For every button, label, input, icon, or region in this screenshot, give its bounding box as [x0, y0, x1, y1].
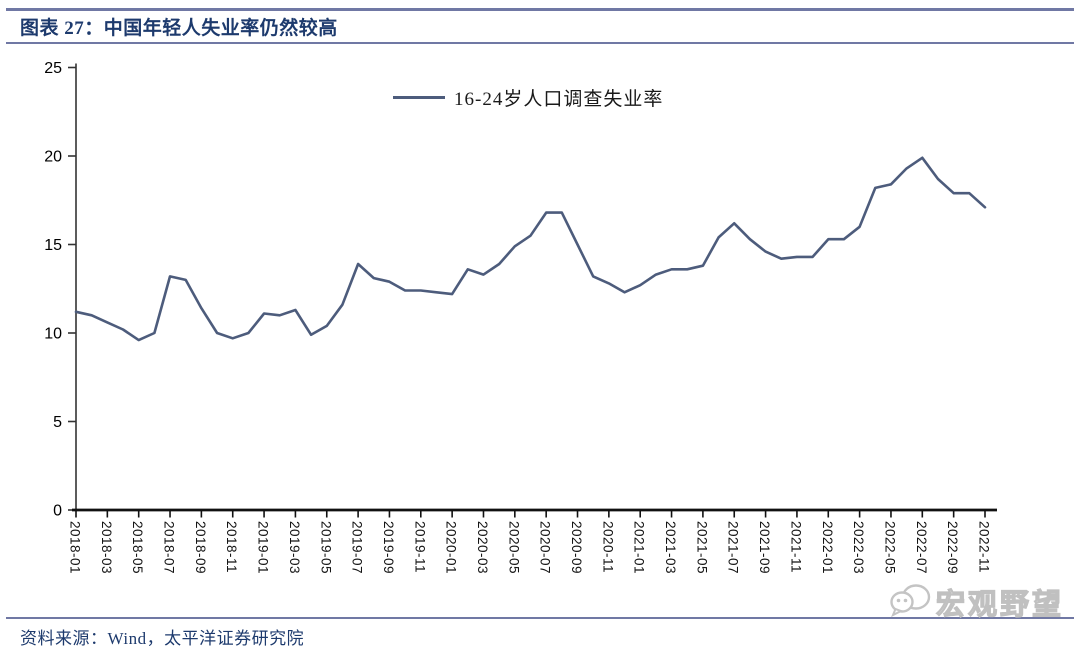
x-axis-tick-label: 2020-01 [444, 521, 459, 574]
x-axis-tick-label: 2022-01 [820, 521, 835, 574]
x-axis-tick-label: 2019-03 [287, 521, 302, 574]
chart-legend: 16-24岁人口调查失业率 [393, 84, 663, 111]
x-axis-tick-label: 2021-09 [757, 521, 772, 574]
top-divider [6, 8, 1074, 11]
x-axis-tick-label: 2018-01 [68, 521, 83, 574]
y-axis-tick-label: 5 [53, 414, 62, 431]
x-axis-tick-label: 2020-07 [538, 521, 553, 574]
chart-title: 图表 27：中国年轻人失业率仍然较高 [20, 18, 338, 39]
x-axis-tick-label: 2021-03 [663, 521, 678, 574]
x-axis-tick-label: 2019-11 [412, 521, 427, 573]
x-axis-tick-label: 2020-05 [506, 521, 521, 574]
watermark-text: 宏观野望 [935, 588, 1064, 621]
x-axis-tick-label: 2022-09 [945, 521, 960, 574]
y-axis-tick-label: 10 [44, 326, 62, 343]
x-axis-tick-label: 2018-09 [193, 521, 208, 574]
x-axis-tick-label: 2019-05 [318, 521, 333, 574]
y-axis-tick-label: 15 [44, 237, 62, 254]
x-axis-tick-label: 2018-05 [130, 521, 145, 574]
x-axis-tick-label: 2021-05 [694, 521, 709, 574]
x-axis-tick-label: 2018-03 [99, 521, 114, 574]
x-axis-tick-label: 2019-07 [350, 521, 365, 574]
watermark: 宏观野望 [889, 581, 1064, 623]
x-axis-tick-label: 2020-03 [475, 521, 490, 574]
legend-series-label: 16-24岁人口调查失业率 [454, 89, 664, 110]
x-axis-tick-label: 2022-03 [851, 521, 866, 574]
x-axis-tick-label: 2020-09 [569, 521, 584, 574]
legend-line-swatch [393, 96, 445, 99]
x-axis-tick-label: 2022-05 [882, 521, 897, 574]
x-axis-tick-label: 2021-07 [726, 521, 741, 574]
x-axis-tick-label: 2020-11 [600, 521, 615, 573]
wechat-chat-bubbles-icon [889, 582, 931, 623]
footer-divider [6, 617, 1074, 619]
x-axis-tick-label: 2022-07 [914, 521, 929, 574]
x-axis-tick-label: 2019-09 [381, 521, 396, 574]
x-axis-tick-label: 2021-01 [632, 521, 647, 574]
series-line-16-24岁人口调查失业率 [74, 156, 987, 342]
y-axis-tick-label: 0 [53, 503, 62, 520]
x-axis-tick-label: 2019-01 [256, 521, 271, 574]
x-axis-tick-label: 2018-07 [162, 521, 177, 574]
y-axis-tick-label: 20 [44, 149, 62, 166]
x-axis-tick-label: 2022-11 [977, 521, 992, 573]
x-axis-tick-label: 2021-11 [788, 521, 803, 573]
y-axis-tick-label: 25 [44, 60, 62, 77]
title-divider [6, 42, 1074, 44]
source-note: 资料来源：Wind，太平洋证券研究院 [20, 629, 305, 648]
x-axis-tick-label: 2018-11 [224, 521, 239, 573]
